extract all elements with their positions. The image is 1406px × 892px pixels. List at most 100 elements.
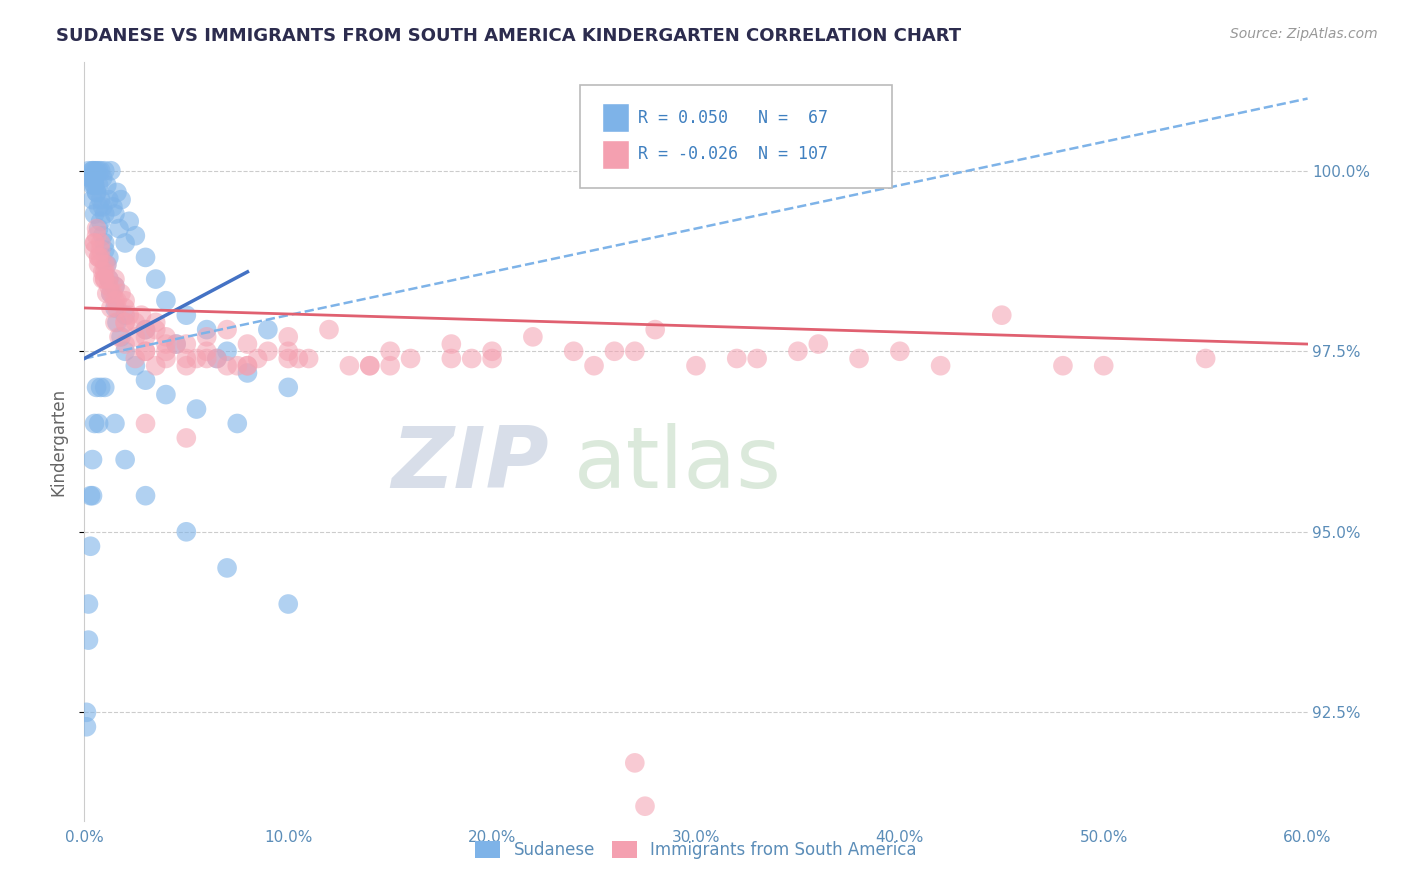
Point	[124, 359, 146, 373]
Point	[91, 200, 114, 214]
Point	[174, 359, 197, 373]
Point	[90, 380, 112, 394]
Point	[174, 431, 197, 445]
Point	[96, 258, 118, 272]
Point	[124, 228, 146, 243]
Point	[93, 272, 115, 286]
Point	[93, 243, 115, 257]
Legend: Sudanese, Immigrants from South America: Sudanese, Immigrants from South America	[468, 834, 924, 865]
Point	[1052, 359, 1074, 373]
Point	[174, 351, 197, 366]
Point	[644, 323, 666, 337]
Point	[135, 417, 157, 431]
Point	[359, 359, 381, 373]
Point	[108, 330, 131, 344]
Point	[75, 706, 97, 720]
Point	[105, 315, 128, 329]
Y-axis label: Kindergarten: Kindergarten	[49, 387, 67, 496]
Point	[83, 207, 105, 221]
Point	[93, 258, 115, 272]
Point	[257, 323, 280, 337]
Point	[86, 380, 108, 394]
Point	[318, 323, 340, 337]
Point	[77, 633, 100, 648]
Point	[90, 243, 112, 257]
Point	[86, 163, 108, 178]
Point	[186, 351, 208, 366]
Point	[79, 489, 101, 503]
Point	[82, 193, 104, 207]
Point	[380, 359, 402, 373]
Text: R = 0.050   N =  67: R = 0.050 N = 67	[638, 109, 828, 127]
Point	[186, 402, 208, 417]
Point	[83, 178, 105, 193]
Point	[135, 323, 157, 337]
FancyBboxPatch shape	[602, 103, 628, 132]
Point	[236, 359, 259, 373]
Point	[155, 330, 177, 344]
Point	[108, 221, 131, 235]
Point	[174, 337, 197, 351]
Point	[93, 380, 115, 394]
Point	[246, 351, 269, 366]
Point	[79, 539, 101, 553]
Point	[100, 286, 122, 301]
Point	[93, 235, 115, 250]
Point	[104, 272, 127, 286]
Point	[114, 293, 136, 308]
Point	[236, 337, 259, 351]
Point	[135, 489, 157, 503]
Point	[339, 359, 361, 373]
Point	[1195, 351, 1218, 366]
Point	[217, 323, 239, 337]
Point	[725, 351, 748, 366]
Point	[87, 221, 110, 235]
Point	[93, 272, 115, 286]
Point	[174, 524, 197, 539]
Point	[624, 344, 647, 359]
Point	[155, 351, 177, 366]
Point	[87, 251, 110, 265]
Point	[97, 272, 120, 286]
Point	[155, 293, 177, 308]
Point	[481, 351, 503, 366]
Point	[83, 171, 105, 186]
Text: atlas: atlas	[574, 423, 782, 506]
Point	[114, 452, 136, 467]
Point	[100, 163, 122, 178]
Point	[277, 380, 299, 394]
Point	[848, 351, 870, 366]
Point	[135, 373, 157, 387]
Point	[91, 272, 114, 286]
Point	[118, 214, 141, 228]
Point	[522, 330, 544, 344]
Point	[440, 351, 463, 366]
Point	[807, 337, 830, 351]
Point	[87, 258, 110, 272]
Point	[83, 235, 105, 250]
Point	[96, 286, 118, 301]
Point	[114, 301, 136, 315]
FancyBboxPatch shape	[602, 140, 628, 169]
Point	[114, 315, 136, 329]
Point	[440, 337, 463, 351]
Text: SUDANESE VS IMMIGRANTS FROM SOUTH AMERICA KINDERGARTEN CORRELATION CHART: SUDANESE VS IMMIGRANTS FROM SOUTH AMERIC…	[56, 27, 962, 45]
Point	[97, 251, 120, 265]
Point	[82, 163, 104, 178]
Point	[257, 344, 280, 359]
Point	[145, 323, 167, 337]
Point	[105, 293, 128, 308]
Point	[226, 359, 249, 373]
Point	[236, 359, 259, 373]
Point	[87, 417, 110, 431]
Point	[82, 489, 104, 503]
Point	[603, 344, 626, 359]
Point	[114, 308, 136, 322]
Point	[100, 286, 122, 301]
Point	[929, 359, 952, 373]
Point	[104, 279, 127, 293]
Text: Source: ZipAtlas.com: Source: ZipAtlas.com	[1230, 27, 1378, 41]
Point	[205, 351, 228, 366]
Point	[96, 258, 118, 272]
Point	[174, 308, 197, 322]
